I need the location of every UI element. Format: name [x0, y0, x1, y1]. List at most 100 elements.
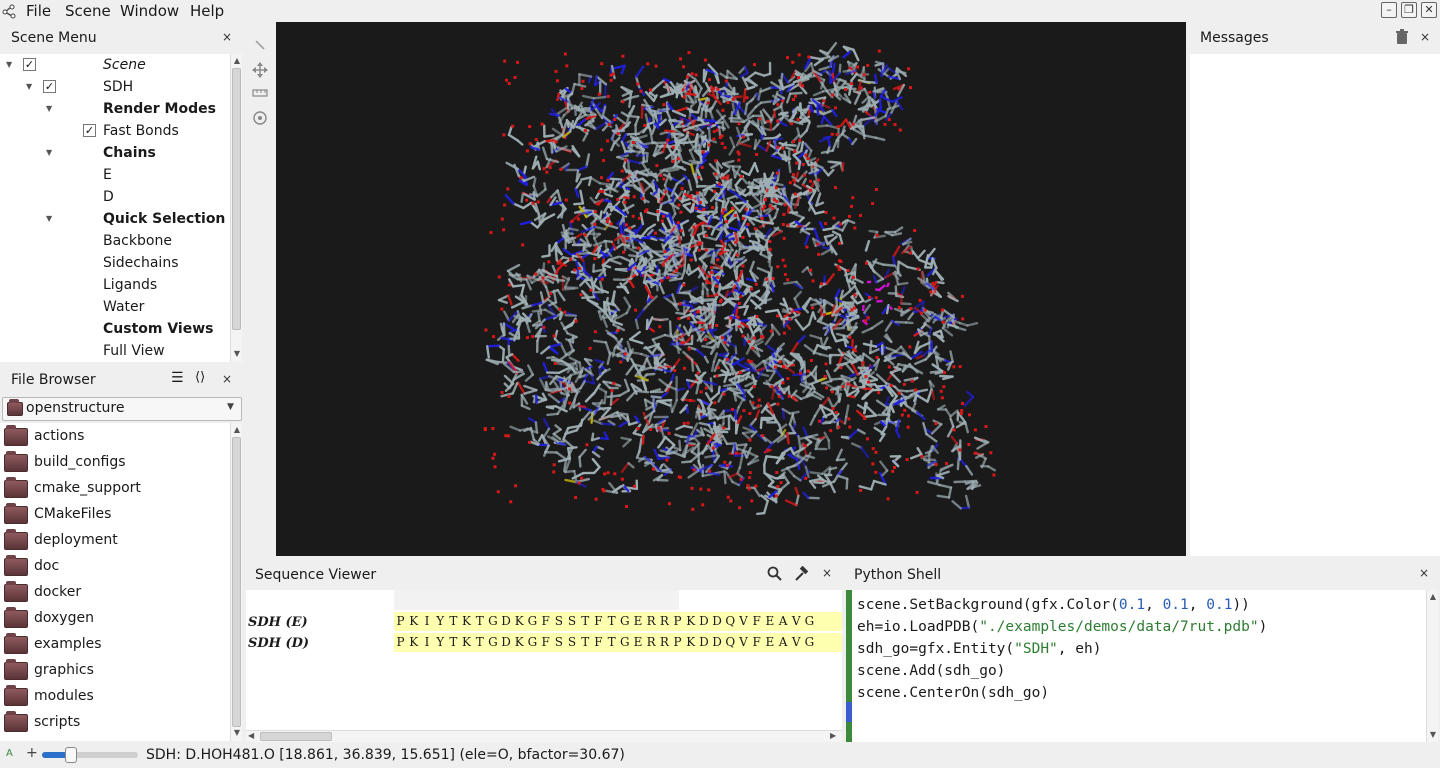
water-oxygen-atom[interactable]	[699, 487, 703, 491]
water-oxygen-atom[interactable]	[753, 227, 757, 231]
water-oxygen-atom[interactable]	[861, 361, 865, 365]
water-oxygen-atom[interactable]	[704, 248, 708, 252]
search-icon[interactable]	[767, 566, 783, 582]
water-oxygen-atom[interactable]	[867, 380, 871, 384]
water-oxygen-atom[interactable]	[839, 222, 842, 226]
water-oxygen-atom[interactable]	[718, 182, 721, 186]
water-oxygen-atom[interactable]	[715, 128, 719, 132]
water-oxygen-atom[interactable]	[667, 431, 671, 435]
residue[interactable]: P	[396, 635, 405, 649]
residue[interactable]: E	[765, 614, 775, 628]
select-tool-icon[interactable]	[253, 38, 267, 52]
water-oxygen-atom[interactable]	[697, 241, 701, 245]
water-oxygen-atom[interactable]	[701, 503, 705, 507]
water-oxygen-atom[interactable]	[707, 274, 711, 278]
water-oxygen-atom[interactable]	[554, 140, 558, 144]
water-oxygen-atom[interactable]	[602, 489, 606, 493]
water-oxygen-atom[interactable]	[853, 349, 857, 353]
water-oxygen-atom[interactable]	[696, 371, 700, 375]
residue[interactable]: E	[765, 635, 775, 649]
water-oxygen-atom[interactable]	[528, 125, 532, 129]
water-oxygen-atom[interactable]	[542, 325, 546, 329]
water-oxygen-atom[interactable]	[805, 245, 809, 249]
water-oxygen-atom[interactable]	[830, 132, 834, 136]
water-oxygen-atom[interactable]	[791, 98, 795, 101]
water-oxygen-atom[interactable]	[781, 258, 785, 262]
water-oxygen-atom[interactable]	[741, 216, 745, 220]
water-oxygen-atom[interactable]	[848, 425, 852, 429]
water-oxygen-atom[interactable]	[866, 316, 870, 320]
water-oxygen-atom[interactable]	[782, 365, 785, 369]
water-oxygen-atom[interactable]	[661, 263, 665, 267]
water-oxygen-atom[interactable]	[554, 69, 558, 73]
water-oxygen-atom[interactable]	[818, 419, 821, 423]
water-oxygen-atom[interactable]	[940, 396, 944, 400]
water-oxygen-atom[interactable]	[570, 219, 574, 223]
water-oxygen-atom[interactable]	[516, 60, 519, 64]
water-oxygen-atom[interactable]	[735, 253, 739, 257]
water-oxygen-atom[interactable]	[600, 277, 604, 281]
residue[interactable]: K	[409, 635, 419, 649]
sequence-viewer-close-button[interactable]: ×	[822, 566, 833, 580]
collapse-arrow-icon[interactable]: ▼	[46, 214, 53, 223]
water-oxygen-atom[interactable]	[525, 149, 529, 153]
residue[interactable]: T	[475, 635, 484, 649]
water-oxygen-atom[interactable]	[704, 338, 708, 342]
water-oxygen-atom[interactable]	[886, 497, 890, 501]
water-oxygen-atom[interactable]	[859, 86, 863, 90]
water-oxygen-atom[interactable]	[580, 87, 584, 90]
tree-row-chain-e[interactable]: E	[0, 164, 230, 186]
water-oxygen-atom[interactable]	[511, 124, 515, 128]
water-oxygen-atom[interactable]	[775, 471, 779, 474]
water-oxygen-atom[interactable]	[545, 170, 549, 174]
water-oxygen-atom[interactable]	[706, 101, 710, 105]
water-oxygen-atom[interactable]	[673, 369, 677, 372]
water-oxygen-atom[interactable]	[711, 206, 715, 210]
residue[interactable]: T	[607, 635, 616, 649]
water-oxygen-atom[interactable]	[699, 222, 703, 226]
water-oxygen-atom[interactable]	[723, 341, 727, 345]
water-oxygen-atom[interactable]	[718, 252, 722, 256]
file-list-item[interactable]: examples	[0, 631, 230, 657]
water-oxygen-atom[interactable]	[624, 158, 628, 162]
water-oxygen-atom[interactable]	[771, 206, 775, 210]
water-oxygen-atom[interactable]	[574, 319, 578, 323]
water-oxygen-atom[interactable]	[666, 276, 670, 280]
water-oxygen-atom[interactable]	[804, 476, 808, 480]
water-oxygen-atom[interactable]	[753, 336, 756, 340]
water-oxygen-atom[interactable]	[973, 428, 977, 432]
water-oxygen-atom[interactable]	[558, 307, 562, 311]
water-oxygen-atom[interactable]	[741, 235, 745, 239]
water-oxygen-atom[interactable]	[735, 451, 738, 455]
water-oxygen-atom[interactable]	[893, 466, 896, 469]
directory-combobox[interactable]: openstructure ▼	[2, 397, 242, 421]
menu-lines-icon[interactable]: ☰	[171, 370, 184, 386]
water-oxygen-atom[interactable]	[834, 411, 838, 414]
water-oxygen-atom[interactable]	[786, 223, 790, 227]
water-oxygen-atom[interactable]	[710, 266, 714, 270]
water-oxygen-atom[interactable]	[903, 408, 907, 412]
water-oxygen-atom[interactable]	[506, 187, 510, 191]
water-oxygen-atom[interactable]	[497, 275, 501, 279]
water-oxygen-atom[interactable]	[500, 217, 504, 221]
water-oxygen-atom[interactable]	[803, 444, 807, 448]
water-oxygen-atom[interactable]	[581, 79, 585, 83]
water-oxygen-atom[interactable]	[806, 369, 810, 373]
water-oxygen-atom[interactable]	[837, 425, 841, 429]
water-oxygen-atom[interactable]	[771, 277, 775, 280]
residue[interactable]: V	[739, 614, 748, 628]
water-oxygen-atom[interactable]	[534, 138, 538, 141]
water-oxygen-atom[interactable]	[832, 216, 836, 220]
water-oxygen-atom[interactable]	[864, 319, 868, 323]
water-oxygen-atom[interactable]	[747, 340, 751, 343]
water-oxygen-atom[interactable]	[662, 177, 666, 181]
residue[interactable]: T	[449, 635, 458, 649]
residue[interactable]: S	[567, 635, 577, 649]
water-oxygen-atom[interactable]	[960, 294, 964, 298]
water-oxygen-atom[interactable]	[574, 496, 578, 499]
residue[interactable]: F	[752, 614, 761, 628]
water-oxygen-atom[interactable]	[739, 175, 743, 179]
water-oxygen-atom[interactable]	[704, 234, 708, 237]
file-list-item[interactable]: deployment	[0, 527, 230, 553]
water-oxygen-atom[interactable]	[677, 317, 681, 321]
